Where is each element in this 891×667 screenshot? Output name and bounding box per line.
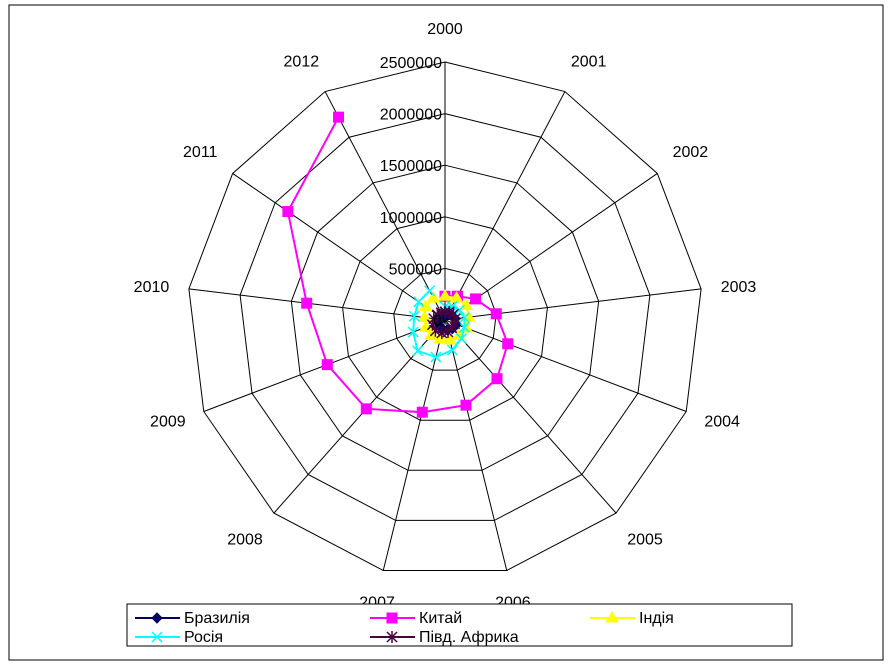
data-point-x (458, 312, 470, 324)
data-point-square (360, 403, 372, 415)
category-label: 2002 (673, 144, 709, 161)
grid-ring (290, 164, 600, 471)
radial-tick-label: 500000 (389, 261, 442, 278)
grid-spoke (382, 319, 446, 571)
data-point-square (491, 373, 503, 385)
radial-tick-label: 2500000 (380, 55, 442, 72)
grid-spoke (444, 91, 566, 321)
legend-label: Бразилія (184, 610, 250, 627)
radial-tick-label: 2000000 (380, 107, 442, 124)
data-point-square (460, 399, 472, 411)
data-point-x (430, 351, 442, 363)
data-point-x (408, 310, 420, 322)
category-label: 2001 (571, 54, 607, 71)
data-point-triangle (426, 291, 441, 303)
data-point-x (455, 333, 467, 345)
data-point-triangle (605, 611, 619, 623)
category-label: 2012 (284, 54, 320, 71)
data-point-square (321, 359, 333, 371)
data-point-triangle (417, 310, 432, 323)
data-point-x (453, 304, 465, 316)
data-point-square (490, 308, 502, 320)
radial-tick-labels: 0 500000 1000000 1500000 2000000 2500000 (380, 55, 442, 330)
grid-spoke (444, 288, 702, 321)
grid-spoke (444, 319, 687, 412)
grid-spoke (444, 319, 617, 514)
legend-label: Індія (639, 610, 674, 627)
data-point-square (502, 338, 514, 350)
radial-tick-label: 0 (433, 313, 442, 330)
category-label: 2005 (627, 531, 663, 548)
radial-tick-label: 1000000 (380, 210, 442, 227)
data-point-x (446, 344, 458, 356)
category-label: 2009 (150, 414, 186, 431)
category-label: 2011 (183, 144, 218, 161)
category-label: 2000 (427, 21, 463, 38)
legend-label: Росія (184, 629, 223, 646)
category-label: 2010 (134, 279, 170, 296)
data-point-square (333, 111, 345, 123)
legend-label: Півд. Африка (419, 629, 519, 646)
category-label: 2003 (721, 279, 757, 296)
category-labels: 2000200120022003200420052006200720082009… (134, 21, 757, 611)
grid-spoke (232, 173, 446, 321)
category-label: 2004 (704, 414, 740, 431)
data-point-triangle (443, 333, 457, 345)
data-point-diamond (151, 612, 163, 624)
data-point-x (151, 631, 163, 643)
grid-spoke (188, 288, 446, 321)
grid-ring (342, 216, 548, 421)
radial-tick-label: 1500000 (380, 158, 442, 175)
data-point-x (413, 296, 425, 308)
data-point-x (407, 326, 419, 338)
grid-spoke (444, 319, 508, 571)
series-3 (407, 285, 470, 363)
data-point-square (386, 612, 398, 624)
series-4 (426, 305, 461, 340)
legend-label: Китай (419, 610, 462, 627)
legend: Бразилія Китай Індія Росія Півд. Африка (126, 603, 793, 647)
grid-spoke (324, 91, 446, 321)
category-label: 2008 (227, 531, 263, 548)
data-point-x (412, 345, 424, 357)
data-point-square (416, 406, 428, 418)
data-point-triangle (438, 289, 452, 301)
data-point-square (470, 293, 482, 305)
data-point-square (282, 206, 294, 218)
grid-ring (188, 61, 702, 572)
legend-box (126, 603, 793, 647)
grid-ring (239, 113, 651, 521)
data-point-square (301, 297, 313, 309)
data-point-x (424, 285, 436, 297)
data-point-x (458, 321, 470, 333)
radar-series (282, 111, 514, 418)
grid-ring (393, 267, 497, 371)
